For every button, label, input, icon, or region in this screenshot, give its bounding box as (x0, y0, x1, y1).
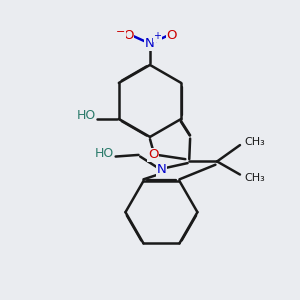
Text: O: O (167, 29, 177, 42)
Text: HO: HO (94, 147, 114, 161)
Text: N: N (145, 37, 155, 50)
Text: N: N (157, 163, 166, 176)
Text: CH₃: CH₃ (244, 173, 265, 183)
Text: O: O (123, 29, 133, 42)
Text: +: + (153, 32, 161, 41)
Text: CH₃: CH₃ (244, 137, 265, 147)
Text: O: O (148, 148, 158, 161)
Text: −: − (116, 27, 125, 37)
Text: HO: HO (76, 109, 96, 122)
